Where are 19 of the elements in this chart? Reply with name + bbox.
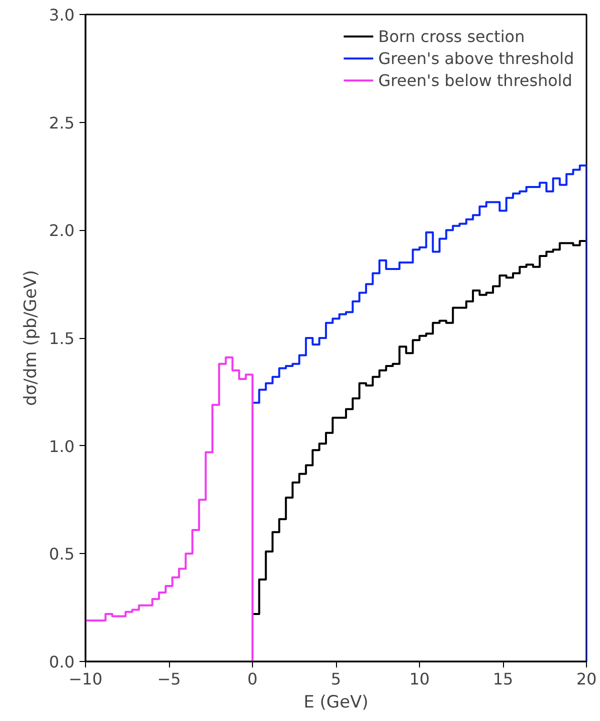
legend-label: Green's below threshold	[378, 70, 572, 90]
legend-label: Born cross section	[378, 26, 525, 46]
x-tick-label: −10	[68, 670, 102, 688]
y-tick-label: 1.0	[49, 436, 75, 456]
x-axis-title: E (GeV)	[304, 692, 368, 712]
x-tick-label: 10	[409, 670, 430, 688]
y-tick-label: 2.0	[49, 221, 75, 240]
legend-label: Green's above threshold	[378, 48, 574, 68]
x-tick-label: 0	[247, 670, 258, 688]
y-axis-title: dσ/dm (pb/GeV)	[21, 270, 42, 406]
y-tick-label: 2.5	[49, 113, 75, 132]
x-tick-label: 5	[330, 670, 342, 688]
y-tick-label: 0.0	[49, 652, 75, 672]
x-tick-label: −5	[157, 670, 181, 688]
x-tick-label: 15	[492, 670, 514, 688]
y-tick-label: 3.0	[49, 6, 75, 24]
x-tick-label: 20	[576, 670, 597, 688]
y-tick-label: 1.5	[49, 329, 75, 348]
y-tick-label: 0.5	[49, 544, 75, 564]
